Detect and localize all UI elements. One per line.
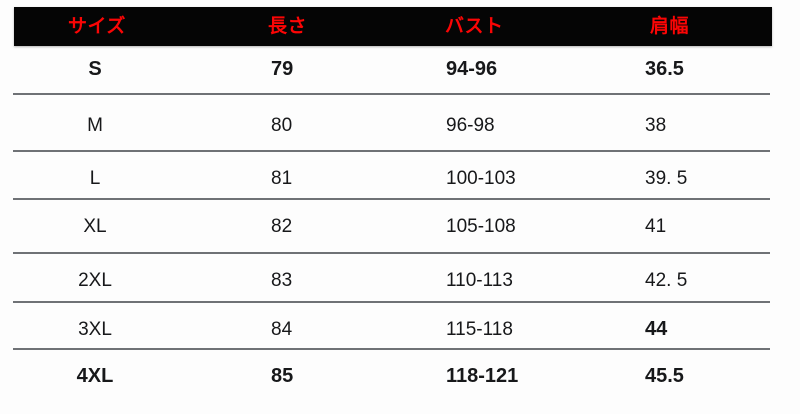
table-row: L 81 100-103 39. 5 [0, 155, 800, 202]
column-header-size: サイズ [68, 16, 126, 37]
table-header-row: サイズ 長さ バスト 肩幅 [14, 7, 772, 46]
cell-shoulder-width: 36.5 [645, 58, 684, 80]
cell-bust: 118-121 [446, 365, 519, 387]
cell-size: S [88, 58, 102, 80]
column-header-bust: バスト [445, 16, 504, 37]
cell-size: 2XL [78, 270, 112, 291]
cell-length: 83 [271, 270, 293, 291]
cell-size: XL [83, 216, 107, 237]
table-row: 2XL 83 110-113 42. 5 [0, 257, 800, 304]
row-divider [13, 198, 770, 200]
column-header-shoulder-width: 肩幅 [650, 16, 690, 37]
cell-bust: 105-108 [446, 216, 516, 237]
cell-size: L [89, 168, 101, 189]
table-body: S 79 94-96 36.5 M 80 96-98 38 L 81 100-1… [0, 46, 800, 414]
table-row: XL 82 105-108 41 [0, 203, 800, 250]
cell-shoulder-width: 41 [645, 216, 667, 237]
cell-length: 80 [271, 115, 293, 136]
table-row: M 80 96-98 38 [0, 102, 800, 149]
cell-size: 4XL [76, 365, 114, 387]
cell-bust: 94-96 [446, 58, 498, 80]
row-divider [13, 301, 770, 303]
cell-bust: 110-113 [446, 270, 513, 291]
cell-size: M [87, 115, 103, 136]
cell-length: 79 [271, 58, 294, 80]
cell-length: 84 [271, 319, 293, 340]
cell-size: 3XL [78, 319, 112, 340]
cell-length: 82 [271, 216, 293, 237]
cell-bust: 100-103 [446, 168, 516, 189]
cell-shoulder-width: 38 [645, 115, 667, 136]
row-divider [13, 252, 770, 254]
table-row: 4XL 85 118-121 45.5 [0, 353, 800, 400]
cell-length: 85 [271, 365, 294, 387]
cell-length: 81 [271, 168, 293, 189]
cell-shoulder-width: 39. 5 [645, 168, 688, 189]
cell-shoulder-width: 45.5 [645, 365, 684, 387]
row-divider [13, 348, 770, 350]
cell-shoulder-width: 44 [645, 318, 668, 340]
column-header-length: 長さ [268, 16, 308, 37]
table-row: 3XL 84 115-118 44 [0, 306, 800, 353]
row-divider [13, 150, 770, 152]
table-row: S 79 94-96 36.5 [0, 46, 800, 93]
row-divider [13, 93, 770, 95]
cell-bust: 115-118 [446, 319, 513, 340]
cell-shoulder-width: 42. 5 [645, 270, 688, 291]
cell-bust: 96-98 [446, 115, 495, 136]
